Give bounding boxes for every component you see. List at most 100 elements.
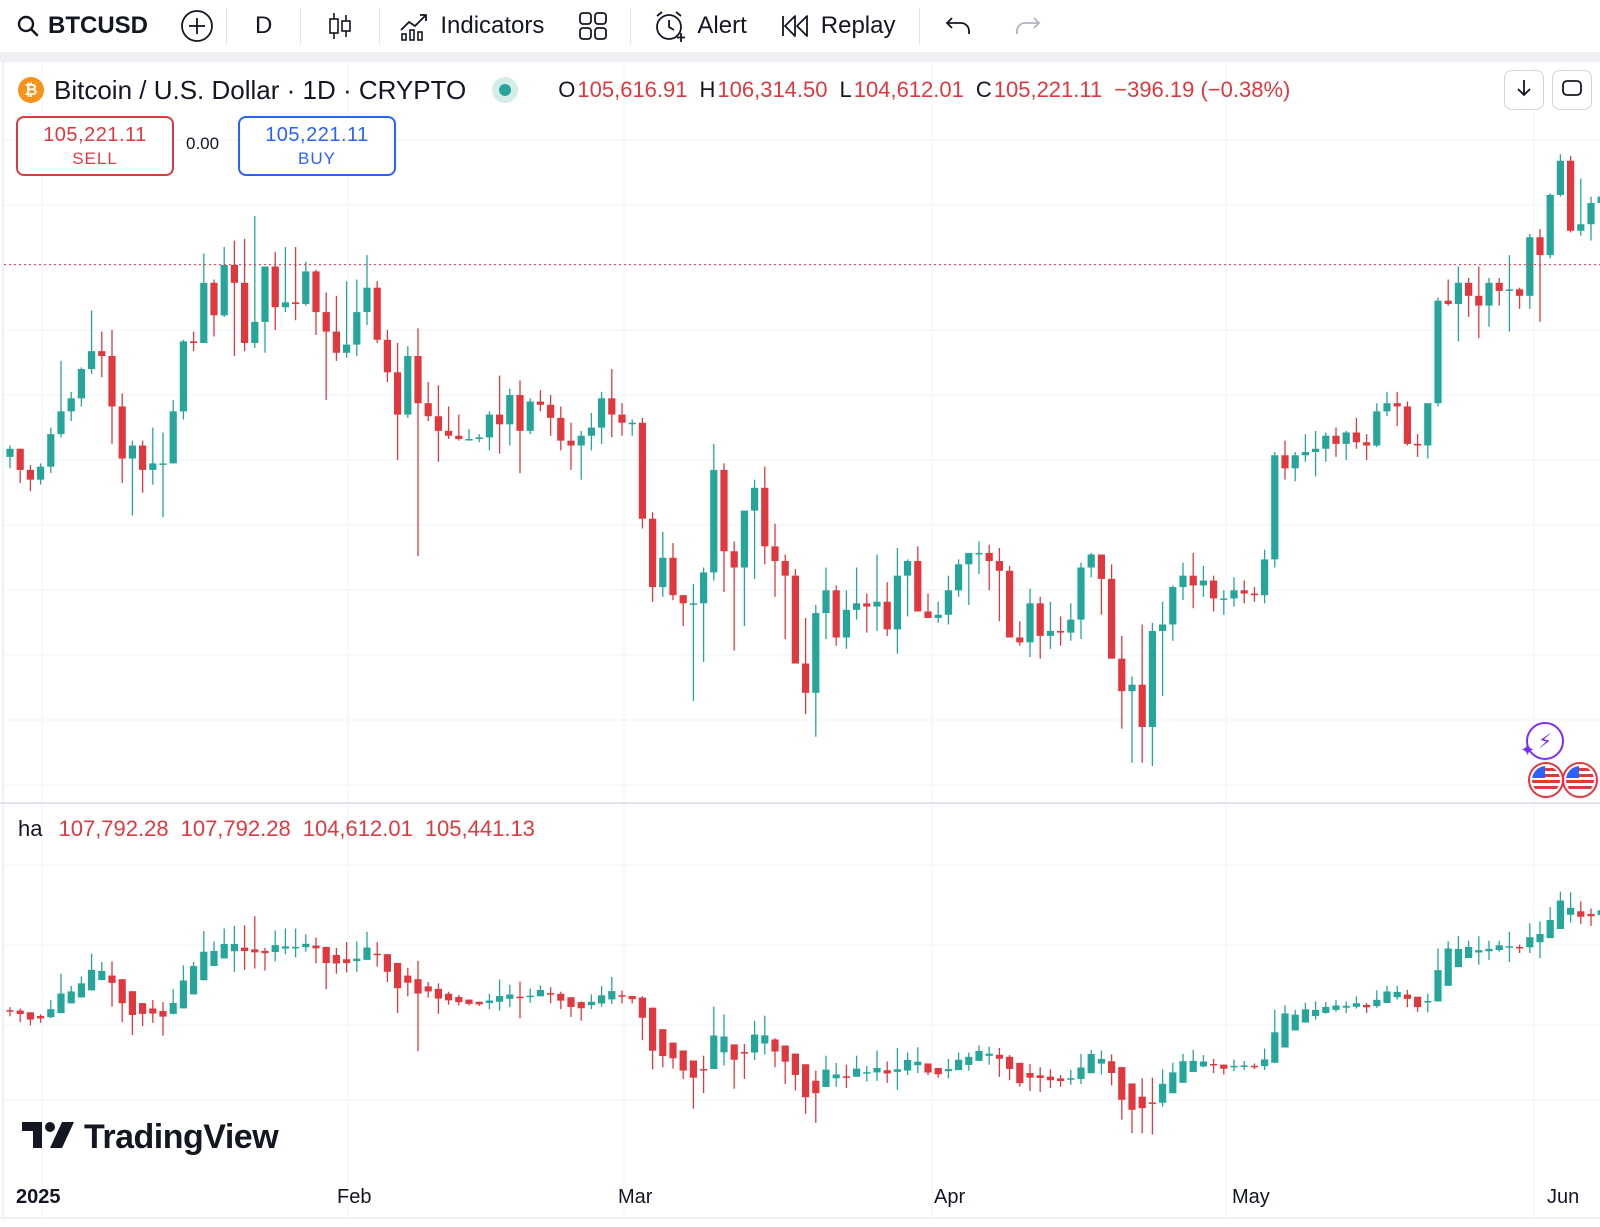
ha-candle — [1414, 996, 1422, 1012]
candle — [761, 466, 769, 565]
us-flag-icon[interactable] — [1562, 762, 1598, 798]
candle — [1393, 391, 1401, 426]
ha-candle — [720, 1014, 728, 1066]
ha-candle — [944, 1058, 952, 1079]
ha-candle — [496, 979, 504, 1011]
scroll-down-button[interactable] — [1504, 70, 1544, 110]
arrow-down-icon — [1515, 78, 1533, 103]
ha-candle — [292, 928, 300, 958]
candle — [292, 247, 300, 321]
ha-candle — [1291, 1009, 1299, 1031]
ha-candle — [557, 991, 565, 1010]
compare-button[interactable] — [160, 0, 226, 52]
ha-candle — [108, 961, 116, 1007]
candle — [1495, 277, 1503, 306]
candle — [190, 331, 198, 352]
ha-candle — [434, 983, 442, 1014]
symbol-title[interactable]: Bitcoin / U.S. Dollar · 1D · CRYPTO — [54, 74, 467, 105]
candle — [618, 403, 626, 436]
candle — [485, 411, 493, 451]
ha-candle — [373, 942, 381, 967]
ha-candle — [1363, 1002, 1371, 1014]
interval-button[interactable]: D — [227, 0, 300, 52]
ha-candle — [139, 1003, 147, 1026]
candle — [944, 575, 952, 625]
redo-button[interactable] — [996, 0, 1060, 52]
candle — [1465, 277, 1473, 317]
ha-candle — [98, 962, 106, 981]
candle — [98, 331, 106, 378]
symbol-search-button[interactable]: BTCUSD — [0, 0, 160, 52]
candle — [149, 427, 157, 485]
candle — [445, 406, 453, 439]
ha-candle — [975, 1045, 983, 1061]
ha-candle — [271, 930, 279, 962]
ha-candle — [577, 1001, 585, 1021]
ha-candle — [353, 941, 361, 972]
interval-label: D — [255, 12, 273, 39]
candle — [1077, 562, 1085, 640]
candle — [1505, 255, 1513, 332]
candle — [526, 398, 534, 435]
replay-button[interactable]: Replay — [759, 0, 908, 52]
candle — [322, 292, 330, 400]
ha-candle — [220, 928, 228, 959]
sell-button[interactable]: 105,221.11 SELL — [16, 116, 174, 176]
indicators-button[interactable]: Indicators — [380, 0, 556, 52]
open-value: 105,616.91 — [577, 77, 688, 102]
ha-candle — [1261, 1048, 1269, 1070]
candle — [465, 429, 473, 441]
candle — [128, 440, 136, 516]
plus-circle-icon — [180, 9, 214, 43]
ha-candle — [230, 925, 238, 972]
candle — [1250, 587, 1258, 602]
ha-candle — [281, 928, 289, 955]
candle — [628, 419, 636, 436]
candle — [608, 369, 616, 438]
toolbar-divider — [919, 8, 921, 44]
ha-candle — [1577, 901, 1585, 924]
top-toolbar: BTCUSD D Indicators Alert Re — [0, 0, 1600, 52]
candle — [934, 601, 942, 623]
ha-candle — [914, 1047, 922, 1074]
candle — [1169, 585, 1177, 641]
candle — [353, 279, 361, 357]
layouts-button[interactable] — [556, 0, 630, 52]
market-status-icon[interactable] — [492, 77, 519, 103]
candle — [88, 310, 96, 374]
candle — [1006, 565, 1014, 638]
fullscreen-icon — [1561, 77, 1583, 104]
ha-legend[interactable]: ha 107,792.28 107,792.28 104,612.01 105,… — [18, 816, 547, 842]
lightning-icon[interactable]: ⚡ — [1526, 722, 1564, 760]
us-flag-icon[interactable] — [1528, 762, 1564, 798]
candle — [1199, 565, 1207, 597]
undo-button[interactable] — [920, 0, 996, 52]
fullscreen-button[interactable] — [1552, 70, 1592, 110]
candle — [893, 548, 901, 654]
candle — [1536, 229, 1544, 322]
candle — [1036, 596, 1044, 659]
ha-candle — [57, 973, 65, 1014]
alert-button[interactable]: Alert — [631, 0, 758, 52]
candle — [802, 617, 810, 714]
ha-candle — [516, 981, 524, 1019]
ha-candle — [1312, 1001, 1320, 1020]
candle — [1312, 430, 1320, 477]
chart-canvas[interactable] — [0, 62, 1600, 1227]
candle — [720, 463, 728, 592]
chart-type-button[interactable] — [301, 0, 379, 52]
candle — [220, 247, 228, 317]
tradingview-logo[interactable]: TradingView — [22, 1118, 279, 1157]
ha-candle — [200, 931, 208, 981]
candle — [1546, 193, 1554, 259]
candle — [210, 279, 218, 337]
candle — [832, 585, 840, 646]
buy-button[interactable]: 105,221.11 BUY — [238, 116, 396, 176]
ha-candle — [628, 996, 636, 1004]
ha-candle — [924, 1063, 932, 1076]
alarm-clock-icon — [653, 9, 687, 43]
candle — [67, 391, 75, 422]
candle — [1230, 577, 1238, 607]
candle — [975, 541, 983, 575]
